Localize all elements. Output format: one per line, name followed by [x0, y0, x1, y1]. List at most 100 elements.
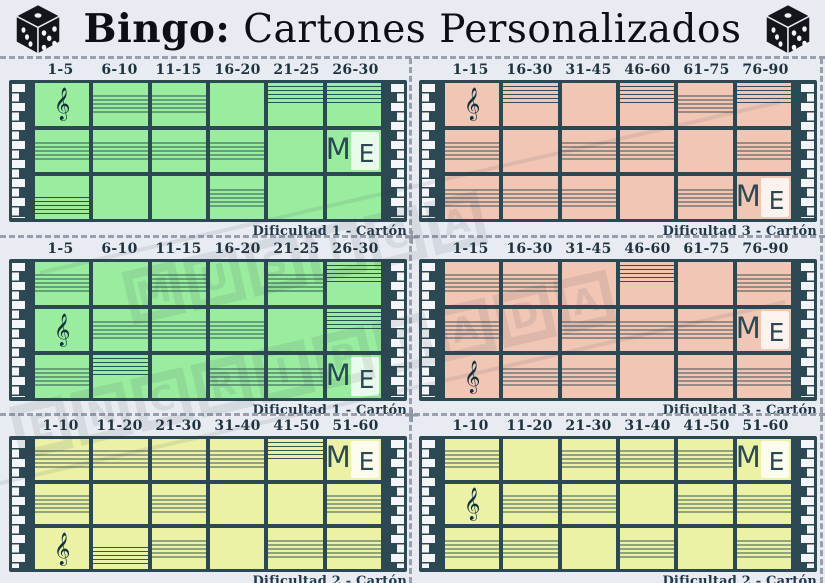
column-range-label: 1-5 — [47, 241, 74, 257]
card-frame: 𝄞 M E — [9, 259, 407, 401]
staff-lines — [151, 142, 206, 160]
piano-keys-right-icon — [795, 439, 814, 569]
me-logo-letter-e: E — [358, 447, 375, 477]
cut-line-horizontal — [0, 235, 825, 238]
bingo-card-1: 1-5 6-10 11-15 16-20 21-25 26-30 𝄞 M E Dificult… — [9, 62, 407, 239]
cut-line-horizontal — [0, 56, 825, 59]
card-cell — [209, 176, 265, 219]
card-cell — [619, 83, 675, 126]
card-cell — [268, 528, 323, 569]
card-cell — [209, 129, 265, 173]
staff-lines — [678, 321, 733, 339]
staff-lines — [619, 450, 675, 468]
column-range-label: 76-90 — [742, 62, 789, 78]
piano-keys-right-icon — [385, 83, 404, 219]
staff-lines — [93, 547, 148, 564]
card-cell — [93, 262, 148, 305]
card-cell — [326, 528, 381, 569]
staff-lines — [445, 540, 500, 558]
card-cell: 𝄞 — [35, 528, 90, 569]
card-cell — [35, 483, 90, 525]
card-cell — [619, 439, 675, 480]
card-cell — [445, 129, 500, 173]
column-range-label: 21-30 — [565, 418, 612, 434]
column-range-label: 16-20 — [214, 241, 261, 257]
me-logo-patch — [350, 131, 379, 171]
card-cell — [678, 483, 733, 525]
staff-lines — [503, 368, 558, 386]
card-cell — [268, 355, 323, 398]
staff-lines — [326, 311, 381, 329]
staff-lines — [736, 86, 791, 103]
cut-line-horizontal — [0, 413, 825, 416]
card-cell — [619, 355, 675, 398]
cut-line-vertical — [409, 58, 412, 583]
me-logo-patch — [350, 357, 379, 396]
staff-lines — [736, 495, 791, 513]
treble-clef-icon: 𝄞 — [463, 486, 481, 520]
card-cell — [561, 439, 616, 480]
card-cell — [35, 355, 90, 398]
card-cell — [561, 308, 616, 352]
staff-lines — [326, 540, 381, 558]
card-cell — [678, 528, 733, 569]
card-cell — [445, 528, 500, 569]
card-cell — [678, 129, 733, 173]
staff-lines — [445, 450, 500, 468]
card-cell — [503, 176, 558, 219]
staff-lines — [268, 368, 323, 386]
piano-keys-right-icon — [795, 83, 814, 219]
bingo-card-2: 1-15 16-30 31-45 46-60 61-75 76-90 𝄞 M E Dificu… — [419, 62, 817, 239]
card-cell — [151, 439, 206, 480]
card-cell — [268, 176, 323, 219]
card-grid: 𝄞 M E — [441, 83, 795, 219]
bingo-card-6: 1-10 11-20 21-30 31-40 41-50 51-60 M E 𝄞 Dificu… — [419, 418, 817, 583]
me-logo-patch — [760, 441, 789, 478]
column-range-label: 1-10 — [452, 418, 489, 434]
card-cell — [151, 528, 206, 569]
card-cell — [503, 528, 558, 569]
piano-keys-right-icon — [385, 262, 404, 398]
staff-lines — [93, 142, 148, 160]
staff-lines — [678, 450, 733, 468]
card-cell — [736, 129, 791, 173]
staff-lines — [678, 189, 733, 207]
column-range-label: 31-40 — [214, 418, 261, 434]
card-cell — [326, 483, 381, 525]
column-range-label: 76-90 — [742, 241, 789, 257]
staff-lines — [619, 86, 675, 103]
card-cell — [151, 129, 206, 173]
piano-keys-left-icon — [12, 439, 31, 569]
staff-lines — [736, 368, 791, 386]
column-range-label: 21-25 — [273, 62, 320, 78]
card-cell — [445, 262, 500, 305]
difficulty-label: Dificultad 2 - Cartón — [662, 574, 817, 583]
staff-lines — [561, 142, 616, 160]
me-logo-patch — [350, 441, 379, 478]
card-cell — [209, 355, 265, 398]
card-grid: 𝄞 M E — [31, 262, 385, 398]
card-grid: M E 𝄞 — [441, 262, 795, 398]
me-logo-patch — [760, 310, 789, 350]
card-cell — [678, 262, 733, 305]
cut-line-vertical — [820, 58, 823, 583]
card-cell — [209, 483, 265, 525]
column-range-label: 61-75 — [683, 241, 730, 257]
me-logo-letter-m: M — [736, 440, 761, 475]
treble-clef-icon: 𝄞 — [463, 87, 481, 121]
staff-lines — [268, 86, 323, 103]
column-range-label: 1-15 — [452, 241, 489, 257]
staff-lines — [503, 86, 558, 103]
piano-keys-left-icon — [12, 262, 31, 398]
card-cell — [268, 308, 323, 352]
card-cell — [151, 83, 206, 126]
card-cell — [736, 262, 791, 305]
staff-lines — [35, 142, 90, 160]
card-cell — [326, 176, 381, 219]
card-cell — [151, 483, 206, 525]
me-logo-letter-e: E — [768, 447, 785, 477]
card-cell — [209, 528, 265, 569]
